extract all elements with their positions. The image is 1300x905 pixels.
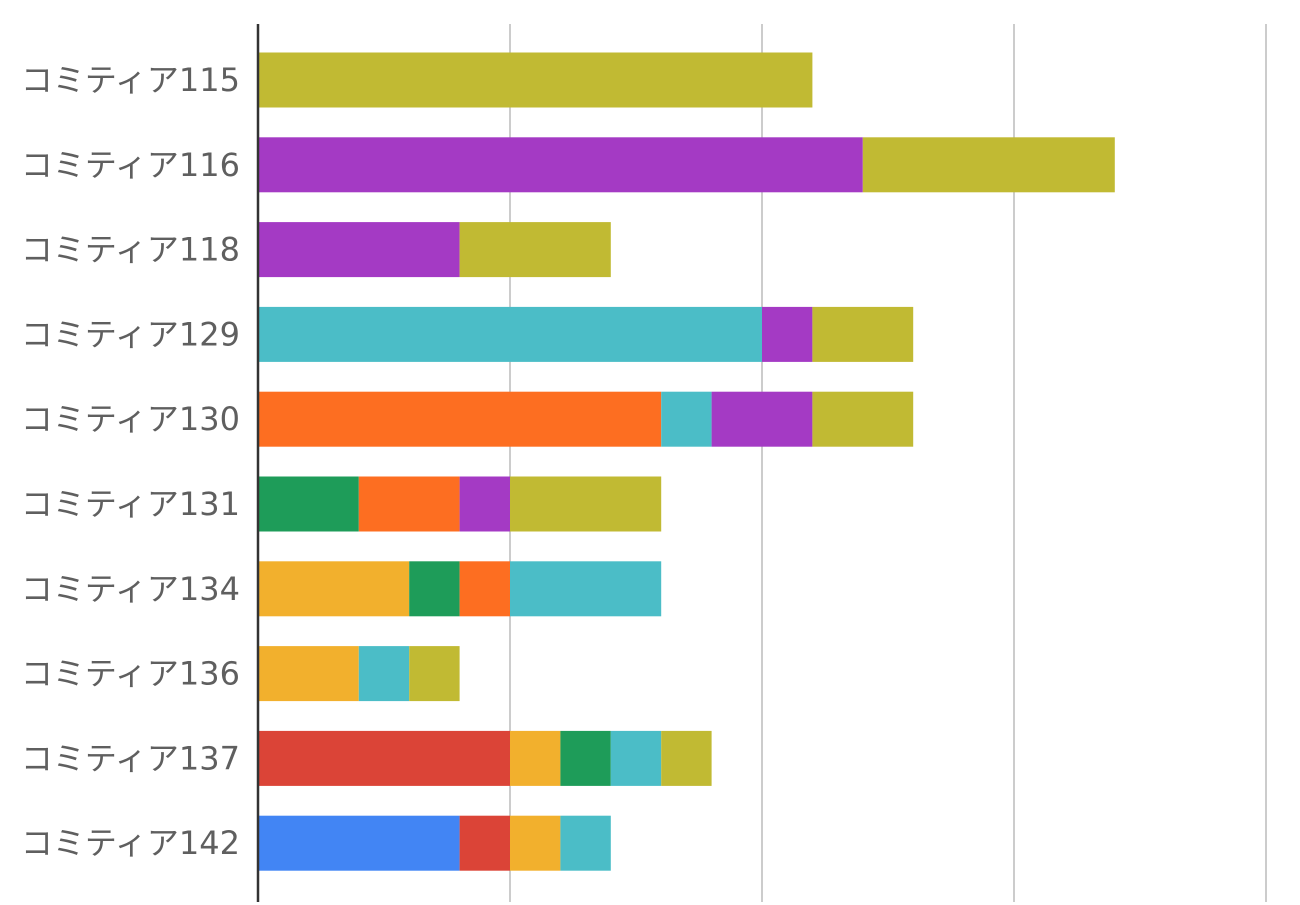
bar-segment	[560, 730, 611, 786]
category-label: コミティア134	[21, 570, 240, 608]
bar-segment	[459, 815, 510, 871]
bar-segment	[510, 815, 561, 871]
bar-segment	[661, 391, 712, 447]
category-label: コミティア116	[21, 146, 240, 184]
bar-segment	[258, 137, 863, 193]
bar-segment	[409, 646, 460, 702]
category-label: コミティア129	[21, 315, 240, 353]
bar-segment	[510, 561, 662, 617]
bar-segment	[812, 306, 914, 362]
bar-segment	[459, 222, 611, 278]
category-label: コミティア131	[21, 485, 240, 523]
bar-segment	[610, 730, 662, 786]
bar-segment	[459, 476, 510, 532]
bar-segment	[258, 646, 359, 702]
bar-segment	[661, 730, 712, 786]
bar-segment	[258, 222, 460, 278]
bar-segment	[258, 561, 410, 617]
category-label: コミティア118	[21, 231, 240, 269]
bar-segment	[510, 476, 662, 532]
category-label: コミティア137	[21, 739, 240, 777]
category-label: コミティア142	[21, 824, 240, 862]
category-label: コミティア115	[21, 61, 240, 99]
bar-segment	[862, 137, 1115, 193]
bar-segment	[812, 391, 914, 447]
bar-segment	[762, 306, 813, 362]
bar-segment	[510, 730, 561, 786]
category-labels: コミティア115 コミティア116 コミティア118 コミティア129 コミティア130…	[21, 61, 240, 862]
bar-segment	[258, 815, 460, 871]
bar-segment	[459, 561, 510, 617]
category-label: コミティア130	[21, 400, 240, 438]
bar-segment	[258, 306, 762, 362]
bar-segment	[560, 815, 611, 871]
bar-segment	[409, 561, 460, 617]
bar-segment	[711, 391, 813, 447]
category-label: コミティア136	[21, 655, 240, 693]
bar-segment	[258, 52, 813, 108]
bar-segment	[258, 730, 510, 786]
bar-segment	[358, 476, 460, 532]
bars	[258, 52, 1115, 871]
bar-segment	[258, 391, 662, 447]
bar-segment	[258, 476, 359, 532]
bar-segment	[358, 646, 410, 702]
